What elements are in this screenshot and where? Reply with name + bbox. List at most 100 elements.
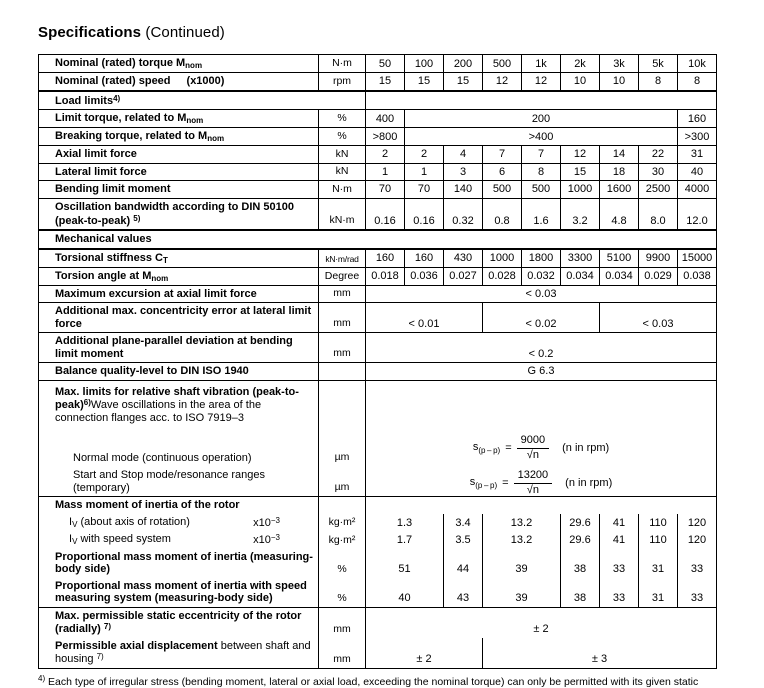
unit-cell: kg·m² xyxy=(318,513,366,532)
value-cell: 10 xyxy=(599,72,639,92)
value-cell: 3 xyxy=(443,162,483,182)
formula-variable: s(p – p) xyxy=(472,440,501,456)
text-segment: T xyxy=(162,255,168,265)
value-cell: 33 xyxy=(599,577,639,608)
unit-cell: mm xyxy=(318,637,366,670)
fraction: 9000 √n xyxy=(516,434,550,461)
text-segment: Nominal (rated) torque M xyxy=(55,57,186,69)
value-cell: 18 xyxy=(599,162,639,182)
value-cell: 3.4 xyxy=(443,513,483,532)
value-cell: 2 xyxy=(404,145,444,164)
value-cell: ± 2 xyxy=(365,637,483,670)
formula-variable: s(p – p) xyxy=(469,475,498,491)
text-segment: Additional max. concentricity error at l… xyxy=(55,305,312,330)
value-cell: 110 xyxy=(638,531,678,550)
value-cell: 15 xyxy=(443,72,483,92)
row-label: Limit torque, related to Mnom xyxy=(38,109,319,129)
text-segment: Load limits xyxy=(55,94,114,107)
formula-stack: s(p – p) = 9000 √n (n in rpm) s(p – p) = 13200 √… xyxy=(366,434,716,496)
formula-cell: s(p – p) = 9000 √n (n in rpm) s(p – p) = 13200 √… xyxy=(365,379,717,498)
value-cell: 29.6 xyxy=(560,513,600,532)
value-cell: < 0.03 xyxy=(599,302,717,334)
row-static-eccentricity: Max. permissible static eccentricity of … xyxy=(38,606,717,639)
value-cell: 0.16 xyxy=(365,197,405,231)
value-cell: >300 xyxy=(677,127,717,147)
value-cell: 6 xyxy=(482,162,522,182)
row-label: Proportional mass moment of inertia with… xyxy=(38,577,319,608)
value-cell: 15 xyxy=(365,72,405,92)
value-cell: 12 xyxy=(521,72,561,92)
value-cell: 0.8 xyxy=(482,197,522,231)
value-cell: 160 xyxy=(404,247,444,268)
value-cell: 1.7 xyxy=(365,531,444,550)
value-cell: 200 xyxy=(404,109,678,129)
unit-cell: µm xyxy=(318,436,366,467)
value-cell: 0.034 xyxy=(560,266,600,286)
value-cell: 7 xyxy=(521,145,561,164)
row-label: Torsion angle at Mnom xyxy=(38,266,319,286)
value-cell: 120 xyxy=(677,531,717,550)
text-segment: 5) xyxy=(133,213,141,223)
unit-cell: mm xyxy=(318,302,366,334)
row-oscillation-bandwidth: Oscillation bandwidth according to DIN 5… xyxy=(38,197,717,231)
value-cell: 5100 xyxy=(599,247,639,268)
value-cell: 12 xyxy=(560,145,600,164)
row-label: IV (about axis of rotation) x10−3 xyxy=(38,513,319,532)
row-label: Additional max. concentricity error at l… xyxy=(38,302,319,334)
row-label: Permissible axial displacement between s… xyxy=(38,637,319,670)
text-segment: I xyxy=(69,515,73,528)
unit-cell: kN·m/rad xyxy=(318,247,366,268)
row-mechanical-values: Mechanical values xyxy=(38,229,717,250)
value-cell: 41 xyxy=(599,513,639,532)
text-segment: Normal mode (continuous operation) xyxy=(73,451,252,464)
text-segment: Mass moment of inertia of the rotor xyxy=(55,499,240,512)
value-cell: 500 xyxy=(482,53,522,74)
value-cell: 8 xyxy=(677,72,717,92)
value-cell: 4000 xyxy=(677,180,717,199)
value-cell: 9900 xyxy=(638,247,678,268)
unit-cell xyxy=(318,496,366,515)
row-inertia-speed-system: IV with speed system x10−3 kg·m² 1.7 3.5 13.2… xyxy=(38,531,717,550)
text-segment: Bending limit moment xyxy=(55,183,171,196)
text-segment: Proportional mass moment of inertia (mea… xyxy=(55,550,313,576)
equals-sign: = xyxy=(505,441,512,454)
text-segment: 6) xyxy=(83,398,91,408)
row-label: Max. permissible static eccentricity of … xyxy=(38,606,319,639)
text-segment: x10 xyxy=(253,534,271,547)
text-segment: V xyxy=(72,519,78,529)
unit-cell: kN xyxy=(318,162,366,182)
row-limit-torque: Limit torque, related to Mnom% 400 200 160 xyxy=(38,109,717,129)
radicand: n xyxy=(532,483,539,496)
row-bending-limit-moment: Bending limit moment N·m 70 70 140 500 500 1000… xyxy=(38,180,717,199)
page-title-bold: Specifications xyxy=(38,24,142,41)
value-cell: 1800 xyxy=(521,247,561,268)
label-factor: x10−3 xyxy=(253,533,280,547)
value-cell: 10k xyxy=(677,53,717,74)
row-label: Additional plane-parallel deviation at b… xyxy=(38,332,319,364)
page-title-continued: (Continued) xyxy=(145,24,225,41)
section-header: Mechanical values xyxy=(38,229,717,250)
value-cell: 400 xyxy=(365,109,405,129)
value-cell: 5k xyxy=(638,53,678,74)
text-segment: Max. limits for relative shaft vibration… xyxy=(55,385,299,412)
value-cell: 30 xyxy=(638,162,678,182)
specifications-table: Nominal (rated) torque Mnom N·m 50 100 200 50… xyxy=(38,53,717,670)
value-cell: 4.8 xyxy=(599,197,639,231)
unit-cell: kN xyxy=(318,145,366,164)
row-label: Maximum excursion at axial limit force xyxy=(38,284,319,304)
row-label: Breaking torque, related to Mnom xyxy=(38,127,319,147)
value-cell: 13.2 xyxy=(482,531,561,550)
value-cell: 10 xyxy=(560,72,600,92)
text-segment: V xyxy=(72,537,78,547)
text-segment: nom xyxy=(207,134,225,144)
row-label: Nominal (rated) torque Mnom xyxy=(38,53,319,74)
unit-cell: N·m xyxy=(318,53,366,74)
unit-cell xyxy=(318,379,366,437)
value-cell: 2k xyxy=(560,53,600,74)
row-label: Normal mode (continuous operation) xyxy=(38,436,319,467)
footnote-marker: 4) xyxy=(38,674,46,684)
row-proportional-inertia-speed: Proportional mass moment of inertia with… xyxy=(38,577,717,608)
value-cell: 39 xyxy=(482,548,561,579)
page-title: Specifications (Continued) xyxy=(38,24,764,41)
value-cell: ± 2 xyxy=(365,606,717,639)
